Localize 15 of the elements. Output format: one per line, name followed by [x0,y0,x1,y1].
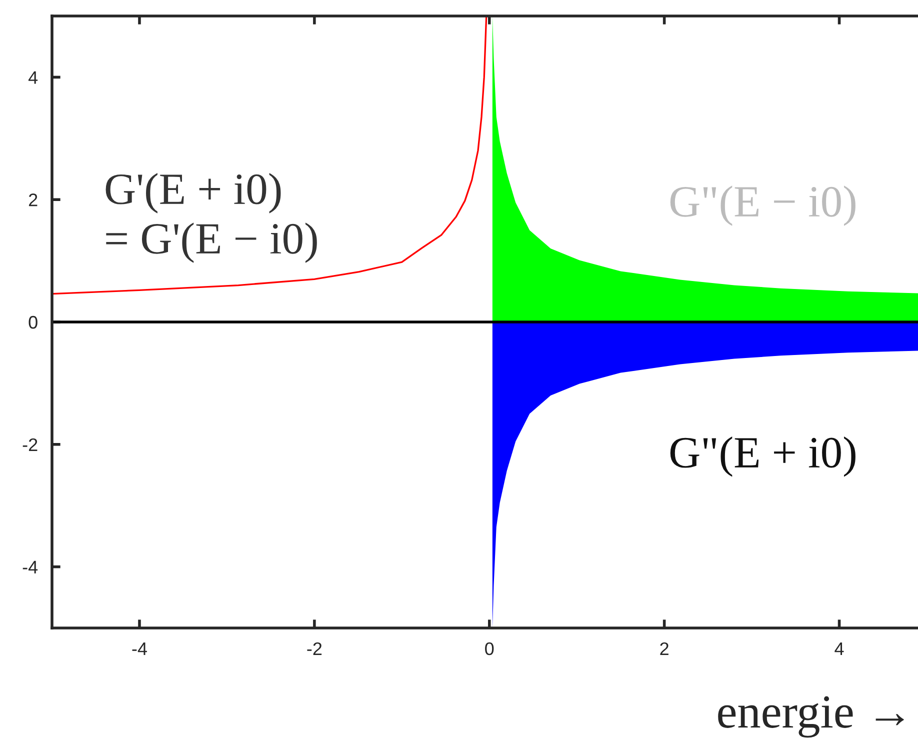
x-tick-label: 2 [660,642,668,655]
annotation: G"(E + i0) [670,436,856,477]
annotation: G"(E − i0) [670,186,856,226]
x-tick-label: -2 [307,642,322,655]
x-axis-title: energie → [718,696,904,738]
annotation: G'(E + i0) = G'(E − i0) [106,173,317,263]
line-series [52,16,488,295]
x-tick-label: 0 [485,642,494,656]
y-tick-label: 4 [28,71,38,84]
y-tick-label: -4 [22,560,38,574]
x-tick-label: -4 [132,642,147,655]
y-tick-label: 2 [28,194,38,206]
y-tick-label: -2 [22,438,38,451]
x-tick-label: 4 [834,642,844,655]
y-tick-label: 0 [28,316,38,329]
